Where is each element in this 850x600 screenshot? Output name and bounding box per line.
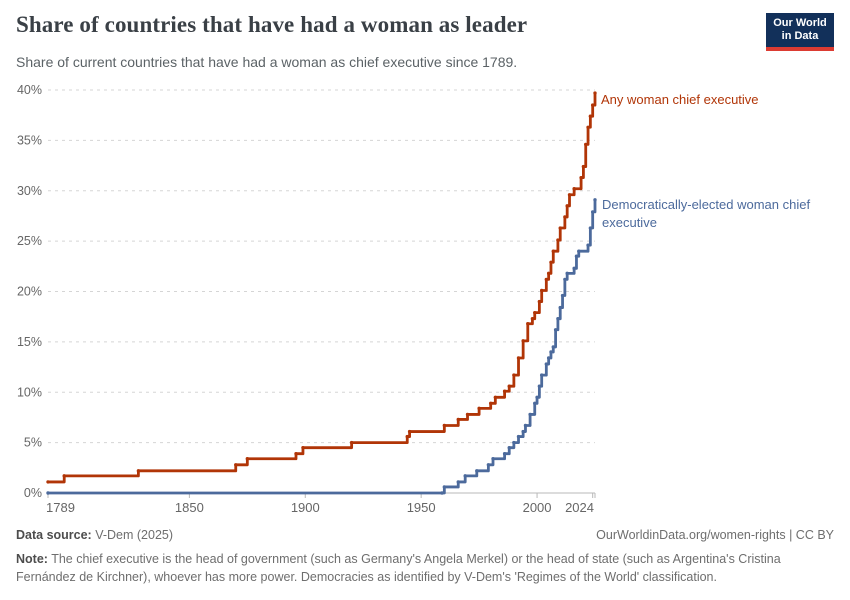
- page-title: Share of countries that have had a woman…: [16, 12, 528, 37]
- data-source-value: V-Dem (2025): [95, 528, 174, 542]
- series-label-any-woman: Any woman chief executive: [601, 92, 759, 107]
- series-label-democratically-elected: Democratically-elected woman chief execu…: [602, 197, 811, 230]
- series-line-0: [48, 93, 597, 484]
- svg-text:2024: 2024: [565, 500, 594, 515]
- svg-text:20%: 20%: [17, 285, 42, 299]
- svg-text:15%: 15%: [17, 335, 42, 349]
- note-text: The chief executive is the head of gover…: [16, 552, 781, 585]
- svg-text:1950: 1950: [407, 500, 436, 515]
- chart-footer: Data source: V-Dem (2025) OurWorldinData…: [16, 528, 834, 586]
- chart-canvas: 0% 5% 10% 15% 20% 25% 30% 35% 40% 1789 1850 1900 195…: [17, 83, 597, 515]
- note-label: Note:: [16, 552, 48, 566]
- svg-text:35%: 35%: [17, 133, 42, 147]
- svg-text:30%: 30%: [17, 184, 42, 198]
- line-chart: 0% 5% 10% 15% 20% 25% 30% 35% 40% 1789 1850 1900 195…: [0, 75, 850, 520]
- svg-text:10%: 10%: [17, 385, 42, 399]
- svg-text:1900: 1900: [291, 500, 320, 515]
- svg-text:1789: 1789: [46, 500, 75, 515]
- svg-text:2000: 2000: [523, 500, 552, 515]
- svg-text:40%: 40%: [17, 83, 42, 97]
- data-source: Data source: V-Dem (2025): [16, 528, 173, 542]
- svg-text:1850: 1850: [175, 500, 204, 515]
- owid-logo: Our World in Data: [766, 13, 834, 51]
- logo-line-1: Our World: [773, 17, 827, 30]
- svg-text:25%: 25%: [17, 234, 42, 248]
- svg-text:5%: 5%: [24, 436, 42, 450]
- data-source-label: Data source:: [16, 528, 92, 542]
- owid-license-link[interactable]: OurWorldinData.org/women-rights | CC BY: [596, 528, 834, 542]
- svg-text:0%: 0%: [24, 486, 42, 500]
- chart-subtitle: Share of current countries that have had…: [16, 54, 518, 70]
- chart-note: Note: The chief executive is the head of…: [16, 550, 834, 586]
- logo-line-2: in Data: [781, 30, 819, 42]
